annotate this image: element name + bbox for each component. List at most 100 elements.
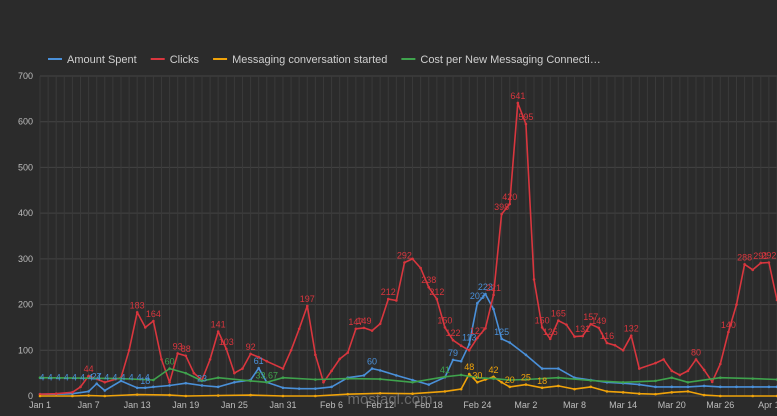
data-label: 595 [518, 112, 533, 122]
data-label: 113 [462, 332, 476, 342]
baseline-label: 4 [145, 373, 150, 383]
series-point [346, 377, 350, 380]
data-label: 238 [421, 275, 436, 285]
series-line [39, 367, 777, 384]
series-point [573, 387, 576, 391]
legend-label[interactable]: Cost per New Messaging Connecti… [420, 54, 600, 66]
series-point [492, 375, 495, 379]
series-point [168, 384, 171, 387]
series-point [216, 376, 220, 380]
series-point [346, 392, 350, 396]
y-tick-label: 600 [18, 117, 33, 127]
series-point [613, 343, 617, 347]
series-point [654, 392, 657, 396]
series-line [39, 102, 777, 395]
series-point [184, 354, 188, 358]
series-point [395, 299, 398, 302]
baseline-label: 4 [64, 373, 69, 383]
series-point [330, 385, 333, 389]
y-tick-label: 300 [18, 254, 33, 264]
series-point [638, 383, 641, 386]
series-point [257, 355, 260, 359]
series-point [694, 358, 698, 361]
baseline-label: 4 [72, 373, 77, 383]
series-point [719, 376, 722, 380]
data-label: 291 [753, 251, 768, 261]
baseline-label: 4 [56, 373, 61, 383]
data-label: 18 [140, 376, 150, 386]
series-point [492, 377, 495, 380]
legend-label[interactable]: Messaging conversation started [232, 54, 387, 66]
data-label: 27 [92, 372, 102, 382]
y-tick-label: 0 [28, 391, 33, 401]
x-tick-label: Jan 19 [172, 400, 199, 410]
legend-label[interactable]: Clicks [170, 54, 200, 66]
legend-label[interactable]: Amount Spent [67, 54, 137, 66]
series-point [200, 384, 204, 387]
data-label: 164 [146, 309, 161, 319]
data-label: 140 [721, 320, 736, 330]
baseline-label: 4 [80, 373, 85, 383]
data-label: 141 [211, 320, 226, 330]
series-point [476, 336, 479, 340]
series-point [216, 385, 220, 389]
series-point [548, 337, 552, 341]
series-point [54, 392, 58, 396]
data-label: 150 [535, 315, 550, 325]
data-label: 122 [446, 328, 461, 338]
data-label: 20 [505, 375, 515, 385]
series-point [281, 367, 285, 370]
series-point [249, 379, 252, 383]
series-point [184, 381, 188, 385]
series-point [459, 344, 463, 348]
series-point [719, 394, 722, 398]
series-point [629, 334, 633, 337]
y-tick-label: 500 [18, 162, 33, 172]
x-tick-label: Mar 2 [514, 400, 537, 410]
series-point [378, 369, 382, 372]
series-point [589, 385, 593, 389]
series-point [557, 384, 560, 388]
series-point [87, 374, 90, 378]
series-point [500, 337, 503, 341]
series-point [670, 369, 674, 373]
series-point [670, 385, 674, 389]
series-point [378, 391, 382, 395]
series-point [200, 379, 204, 383]
series-point [751, 377, 755, 380]
series-point [305, 304, 309, 308]
series-point [719, 362, 722, 366]
series-point [727, 330, 730, 334]
series-point [500, 212, 503, 216]
series-point [152, 385, 155, 389]
data-label: 420 [502, 192, 517, 202]
chart-legend[interactable]: Amount Spent Clicks Messaging conversation… [48, 54, 601, 66]
data-label: 48 [464, 362, 474, 372]
series-point [492, 307, 495, 311]
series-point [135, 393, 139, 396]
series-point [702, 393, 706, 397]
series-point [38, 392, 42, 396]
series-point [411, 392, 414, 396]
series-point [119, 377, 123, 380]
series-point [160, 358, 163, 361]
series-point [370, 329, 374, 332]
y-axis: 0 100 200 300 400 500 600 700 [18, 71, 33, 401]
x-tick-label: Feb 12 [366, 400, 394, 410]
series-point [395, 374, 398, 377]
x-tick-label: Jan 13 [124, 400, 151, 410]
series-point [467, 343, 471, 346]
x-tick-label: Jan 31 [269, 400, 296, 410]
series-point [427, 285, 431, 289]
series-point [605, 341, 609, 345]
data-label: 127 [470, 326, 485, 336]
series-point [638, 392, 641, 396]
x-tick-label: Jan 25 [221, 400, 248, 410]
series-point [662, 358, 665, 361]
series-point [241, 367, 244, 370]
baseline-label: 4 [129, 373, 134, 383]
series-point [702, 384, 706, 388]
series-point [743, 263, 746, 266]
series-point [589, 322, 593, 326]
data-label: 641 [510, 91, 525, 101]
